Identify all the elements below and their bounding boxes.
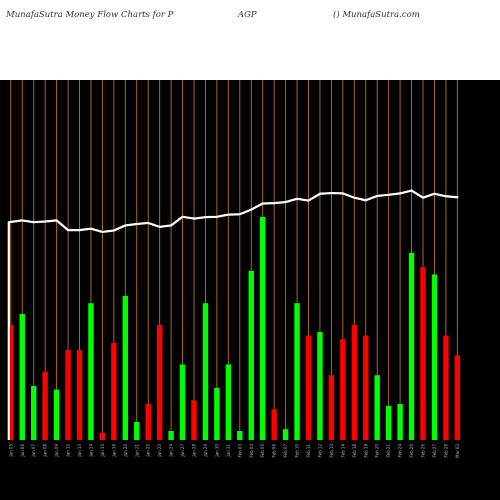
flow-bar bbox=[191, 400, 197, 440]
x-tick-label: Feb 24 bbox=[398, 444, 403, 458]
x-tick-label: Jan 16 bbox=[111, 444, 116, 458]
x-tick-label: Mar 03 bbox=[455, 444, 460, 458]
x-tick-label: Jan 15 bbox=[100, 444, 105, 458]
x-tick-label: Feb 06 bbox=[272, 444, 277, 458]
chart-title-left: MunafaSutra Money Flow Charts for P bbox=[6, 10, 174, 20]
x-tick-label: Feb 04 bbox=[249, 444, 254, 458]
x-tick-label: Jan 12 bbox=[66, 444, 71, 458]
x-tick-label: Feb 13 bbox=[329, 444, 334, 458]
flow-bar bbox=[111, 342, 117, 440]
x-tick-label: Feb 28 bbox=[443, 444, 448, 458]
flow-bar bbox=[420, 267, 426, 440]
x-tick-label: Jan 31 bbox=[226, 444, 231, 458]
x-tick-label: Jan 30 bbox=[214, 444, 219, 458]
flow-bar bbox=[397, 404, 403, 440]
money-flow-plot: Jan 05 Jan 06 Jan 07 Jan 08 Jan 09 Jan 12 Jan … bbox=[0, 80, 500, 500]
flow-bar bbox=[363, 335, 369, 440]
chart-title-right: () MunafaSutra.com bbox=[333, 10, 420, 20]
chart-title-symbol: AGP bbox=[238, 10, 257, 20]
flow-bar bbox=[328, 375, 335, 440]
x-tick-label: Feb 05 bbox=[260, 444, 265, 458]
x-tick-label: Feb 25 bbox=[409, 444, 414, 458]
flow-bar bbox=[431, 274, 438, 440]
flow-bar bbox=[145, 404, 151, 440]
x-tick-label: Jan 21 bbox=[134, 444, 139, 458]
x-tick-label: Feb 10 bbox=[295, 444, 300, 458]
flow-bar bbox=[19, 314, 25, 440]
flow-bar bbox=[65, 350, 71, 440]
flow-bar bbox=[179, 364, 186, 440]
flow-bar bbox=[271, 409, 277, 440]
x-tick-label: Jan 23 bbox=[157, 444, 162, 458]
x-tick-label: Jan 08 bbox=[43, 444, 48, 458]
flow-bar bbox=[156, 324, 163, 440]
x-tick-label: Jan 24 bbox=[169, 444, 174, 458]
x-tick-label: Feb 03 bbox=[237, 444, 242, 458]
flow-bar bbox=[76, 350, 83, 440]
flow-bar bbox=[225, 364, 232, 440]
flow-bar bbox=[8, 324, 14, 440]
x-tick-label: Feb 21 bbox=[386, 444, 391, 458]
x-tick-label: Jan 28 bbox=[192, 444, 197, 458]
flow-bar bbox=[443, 335, 449, 440]
flow-bar bbox=[42, 371, 48, 440]
flow-bar bbox=[134, 422, 140, 440]
x-tick-label: Jan 27 bbox=[180, 444, 185, 458]
x-tick-label: Feb 26 bbox=[421, 444, 426, 458]
x-tick-labels: Jan 05 Jan 06 Jan 07 Jan 08 Jan 09 Jan 12 Jan … bbox=[8, 444, 460, 458]
x-tick-label: Feb 07 bbox=[283, 444, 288, 458]
flow-bar bbox=[99, 432, 106, 440]
flow-bar bbox=[202, 303, 209, 440]
flow-bar bbox=[317, 332, 323, 440]
x-tick-label: Feb 20 bbox=[375, 444, 380, 458]
x-tick-label: Jan 13 bbox=[77, 444, 82, 458]
flow-bar bbox=[282, 429, 289, 440]
flow-bar bbox=[374, 375, 380, 440]
x-tick-label: Jan 06 bbox=[20, 444, 25, 458]
flow-bar bbox=[260, 216, 266, 440]
x-tick-label: Jan 29 bbox=[203, 444, 208, 458]
flow-bar bbox=[385, 405, 392, 440]
flow-bars bbox=[8, 216, 461, 440]
x-tick-label: Jan 07 bbox=[31, 444, 36, 458]
flow-bar bbox=[408, 252, 415, 440]
flow-bar bbox=[88, 303, 94, 440]
flow-bar bbox=[53, 389, 60, 440]
flow-bar bbox=[214, 387, 220, 440]
flow-bar bbox=[122, 296, 128, 440]
flow-bar bbox=[294, 303, 300, 440]
price-line bbox=[7, 189, 459, 440]
x-tick-label: Jan 05 bbox=[8, 444, 13, 458]
x-tick-label: Feb 27 bbox=[432, 444, 437, 458]
x-tick-label: Feb 14 bbox=[340, 444, 345, 458]
x-tick-label: Jan 09 bbox=[54, 444, 59, 458]
flow-bar bbox=[31, 386, 37, 440]
flow-bar bbox=[237, 431, 243, 440]
flow-bar bbox=[168, 431, 174, 440]
flow-bar bbox=[305, 335, 312, 440]
x-tick-label: Jan 22 bbox=[146, 444, 151, 458]
flow-bar bbox=[340, 339, 346, 440]
x-tick-label: Jan 14 bbox=[88, 444, 93, 458]
x-tick-label: Feb 12 bbox=[317, 444, 322, 458]
flow-bar bbox=[248, 270, 254, 440]
x-tick-label: Jan 20 bbox=[123, 444, 128, 458]
flow-bar bbox=[454, 355, 461, 440]
x-tick-label: Feb 11 bbox=[306, 444, 311, 458]
x-tick-label: Feb 19 bbox=[363, 444, 368, 458]
x-tick-label: Feb 18 bbox=[352, 444, 357, 458]
flow-bar bbox=[351, 324, 357, 440]
